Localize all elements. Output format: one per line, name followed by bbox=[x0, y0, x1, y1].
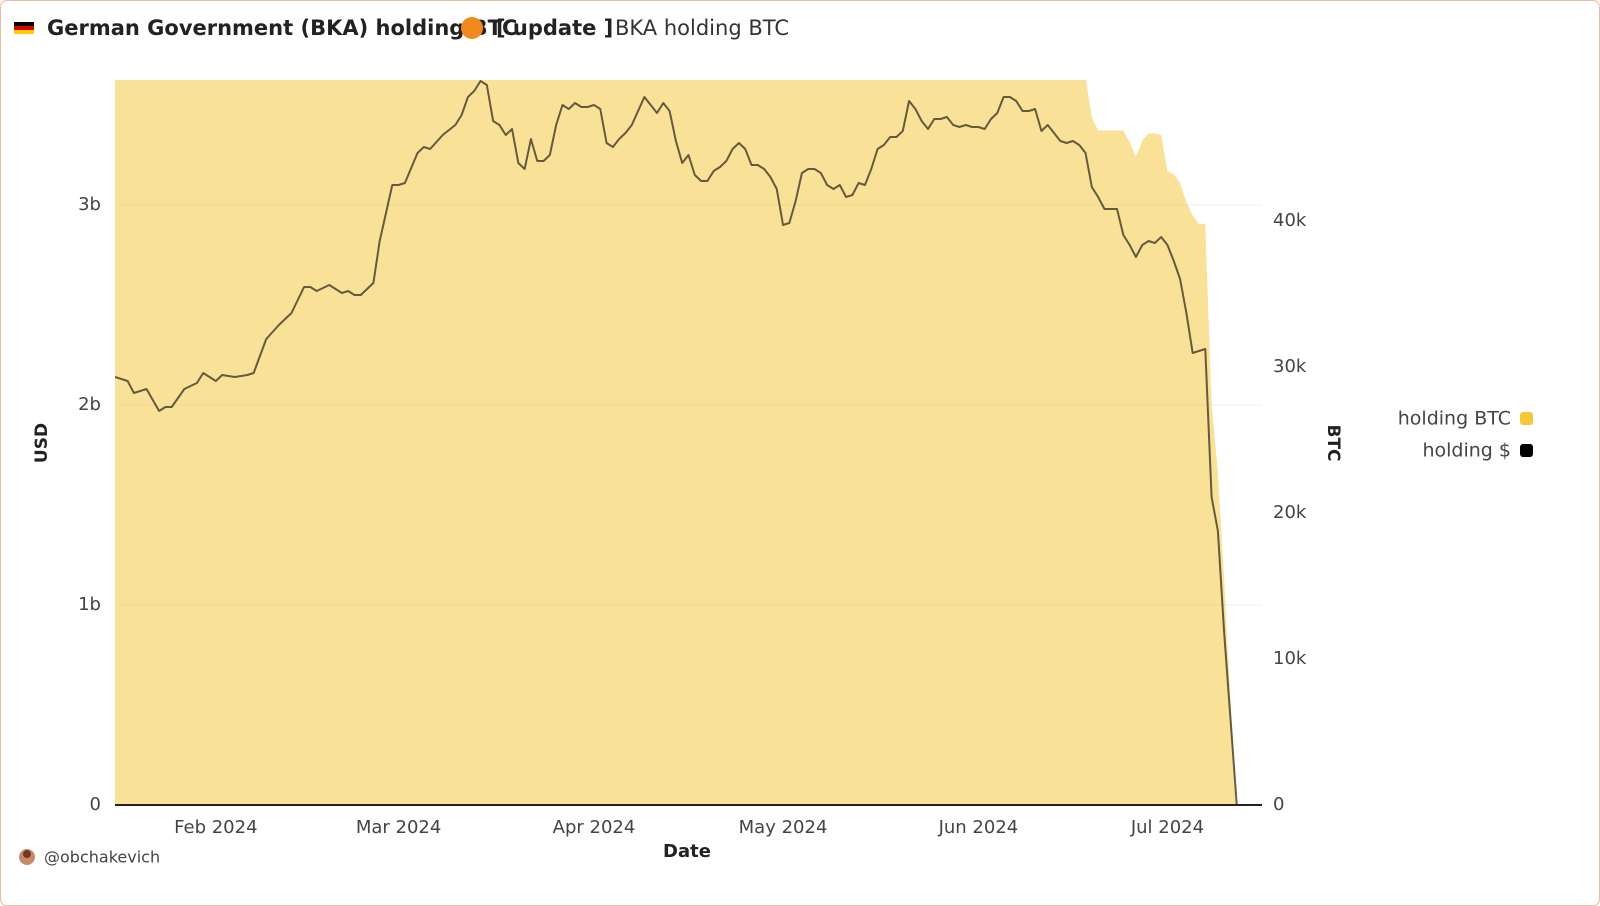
x-tick-label: Jul 2024 bbox=[1130, 817, 1204, 838]
axes: 0 1b 2b 3b 0 10k 20k 30k 40k Feb 2024 Mar 2024 Apr … bbox=[78, 194, 1533, 838]
y-tick-label: 0 bbox=[90, 794, 101, 815]
y2-tick-label: 40k bbox=[1273, 210, 1307, 231]
author-avatar bbox=[19, 849, 35, 865]
y-tick-label: 3b bbox=[78, 194, 101, 215]
y-tick-label: 1b bbox=[78, 594, 101, 615]
x-tick-label: Jun 2024 bbox=[938, 817, 1019, 838]
flag bbox=[14, 22, 34, 34]
y-axis-label: USD bbox=[32, 423, 52, 463]
line bbox=[115, 80, 1262, 806]
chart-title: German Government (BKA) holding BTC bbox=[47, 16, 517, 40]
x-tick-label: Apr 2024 bbox=[553, 817, 636, 838]
x-tick-label: May 2024 bbox=[739, 817, 828, 838]
y2-tick-label: 30k bbox=[1273, 356, 1307, 377]
plot-area bbox=[115, 80, 1262, 806]
y-tick-label: 2b bbox=[78, 394, 101, 415]
x-tick-label: Feb 2024 bbox=[174, 817, 257, 838]
y2-tick-label: 20k bbox=[1273, 502, 1307, 523]
y2-axis-label: BTC bbox=[1323, 424, 1343, 461]
x-axis-label: Date bbox=[663, 841, 711, 862]
legend-swatch bbox=[1520, 444, 1533, 457]
legend-label: holding $ bbox=[1422, 440, 1511, 462]
area bbox=[115, 80, 1237, 805]
author[interactable]: @obchakevich bbox=[44, 848, 160, 867]
y2-tick-label: 10k bbox=[1273, 648, 1307, 669]
title-tag[interactable]: [ update ] bbox=[496, 16, 613, 40]
y2-tick-label: 0 bbox=[1273, 794, 1284, 815]
legend-swatch bbox=[1520, 412, 1533, 425]
chart-subtitle: BKA holding BTC bbox=[615, 16, 789, 40]
x-tick-label: Mar 2024 bbox=[356, 817, 442, 838]
title-icon bbox=[461, 17, 483, 39]
legend-label: holding BTC bbox=[1398, 408, 1511, 430]
